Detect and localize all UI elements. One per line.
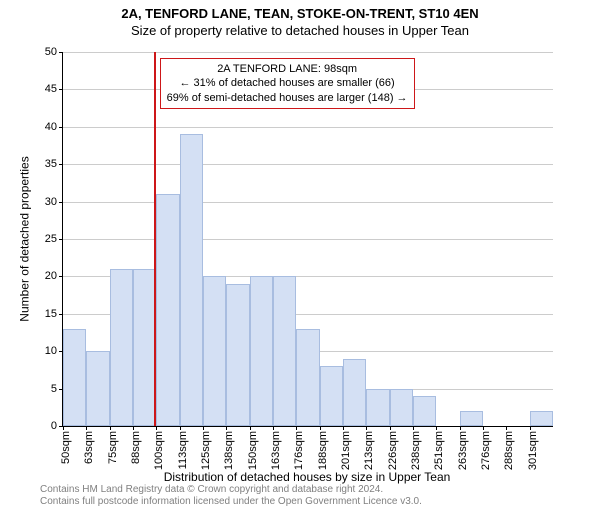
- y-axis-label-wrap: Number of detached properties: [18, 52, 32, 426]
- xtick-mark: [413, 426, 414, 430]
- chart-subtitle: Size of property relative to detached ho…: [0, 23, 600, 38]
- chart-title: 2A, TENFORD LANE, TEAN, STOKE-ON-TRENT, …: [0, 6, 600, 21]
- histogram-bar: [226, 284, 249, 426]
- xtick-label: 213sqm: [363, 431, 375, 470]
- ytick-label: 10: [29, 345, 63, 357]
- ytick-label: 30: [29, 196, 63, 208]
- xtick-label: 176sqm: [293, 431, 305, 470]
- gridline: [63, 52, 553, 53]
- xtick-mark: [156, 426, 157, 430]
- xtick-label: 201sqm: [340, 431, 352, 470]
- xtick-mark: [506, 426, 507, 430]
- histogram-bar: [86, 351, 109, 426]
- xtick-label: 251sqm: [433, 431, 445, 470]
- xtick-label: 100sqm: [153, 431, 165, 470]
- xtick-mark: [63, 426, 64, 430]
- histogram-bar: [156, 194, 179, 426]
- xtick-mark: [296, 426, 297, 430]
- histogram-bar: [250, 276, 273, 426]
- xtick-label: 88sqm: [130, 431, 142, 464]
- xtick-mark: [483, 426, 484, 430]
- gridline: [63, 164, 553, 165]
- xtick-label: 163sqm: [270, 431, 282, 470]
- xtick-mark: [110, 426, 111, 430]
- footer-attribution: Contains HM Land Registry data © Crown c…: [40, 484, 422, 508]
- chart-plot-area: 0510152025303540455050sqm63sqm75sqm88sqm…: [62, 52, 553, 427]
- infobox-line3: 69% of semi-detached houses are larger (…: [167, 91, 408, 105]
- ytick-label: 15: [29, 308, 63, 320]
- infobox-line1: 2A TENFORD LANE: 98sqm: [167, 62, 408, 76]
- xtick-mark: [366, 426, 367, 430]
- footer-line1: Contains HM Land Registry data © Crown c…: [40, 484, 422, 496]
- ytick-label: 5: [29, 383, 63, 395]
- y-axis-label: Number of detached properties: [18, 156, 32, 321]
- histogram-bar: [203, 276, 226, 426]
- footer-line2: Contains full postcode information licen…: [40, 496, 422, 508]
- gridline: [63, 239, 553, 240]
- histogram-bar: [110, 269, 133, 426]
- property-marker-line: [154, 52, 156, 426]
- ytick-label: 35: [29, 158, 63, 170]
- xtick-label: 150sqm: [247, 431, 259, 470]
- xtick-mark: [273, 426, 274, 430]
- xtick-mark: [133, 426, 134, 430]
- xtick-mark: [203, 426, 204, 430]
- histogram-bar: [180, 134, 203, 426]
- xtick-label: 50sqm: [60, 431, 72, 464]
- xtick-label: 63sqm: [83, 431, 95, 464]
- histogram-bar: [460, 411, 483, 426]
- histogram-bar: [273, 276, 296, 426]
- ytick-label: 20: [29, 270, 63, 282]
- ytick-label: 50: [29, 46, 63, 58]
- histogram-bar: [390, 389, 413, 426]
- xtick-mark: [226, 426, 227, 430]
- xtick-mark: [180, 426, 181, 430]
- histogram-bar: [530, 411, 553, 426]
- xtick-label: 263sqm: [457, 431, 469, 470]
- xtick-label: 113sqm: [177, 431, 189, 469]
- gridline: [63, 127, 553, 128]
- ytick-label: 25: [29, 233, 63, 245]
- xtick-label: 188sqm: [317, 431, 329, 470]
- xtick-label: 138sqm: [223, 431, 235, 470]
- xtick-label: 301sqm: [527, 431, 539, 470]
- x-axis-label: Distribution of detached houses by size …: [62, 470, 552, 484]
- histogram-bar: [296, 329, 319, 426]
- ytick-label: 40: [29, 121, 63, 133]
- property-info-box: 2A TENFORD LANE: 98sqm← 31% of detached …: [160, 58, 415, 109]
- gridline: [63, 202, 553, 203]
- histogram-bar: [366, 389, 389, 426]
- xtick-label: 75sqm: [107, 431, 119, 464]
- xtick-mark: [86, 426, 87, 430]
- xtick-mark: [390, 426, 391, 430]
- xtick-mark: [460, 426, 461, 430]
- xtick-mark: [250, 426, 251, 430]
- ytick-label: 45: [29, 83, 63, 95]
- xtick-mark: [343, 426, 344, 430]
- histogram-bar: [413, 396, 436, 426]
- xtick-label: 226sqm: [387, 431, 399, 470]
- xtick-mark: [436, 426, 437, 430]
- xtick-label: 238sqm: [410, 431, 422, 470]
- xtick-mark: [530, 426, 531, 430]
- xtick-label: 125sqm: [200, 431, 212, 470]
- xtick-label: 276sqm: [480, 431, 492, 470]
- xtick-mark: [320, 426, 321, 430]
- histogram-bar: [343, 359, 366, 426]
- xtick-label: 288sqm: [503, 431, 515, 470]
- histogram-bar: [320, 366, 343, 426]
- infobox-line2: ← 31% of detached houses are smaller (66…: [167, 76, 408, 90]
- histogram-bar: [63, 329, 86, 426]
- ytick-label: 0: [29, 420, 63, 432]
